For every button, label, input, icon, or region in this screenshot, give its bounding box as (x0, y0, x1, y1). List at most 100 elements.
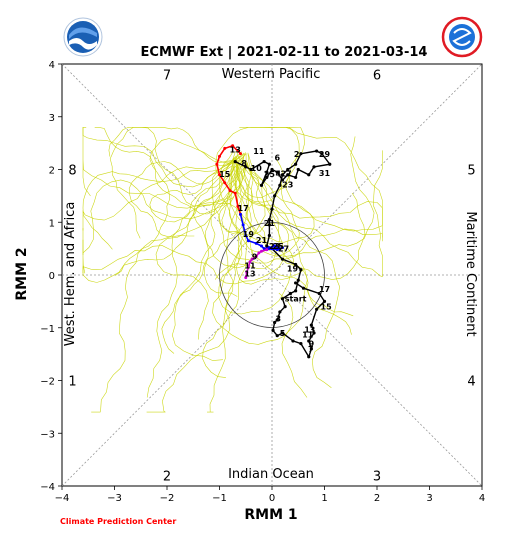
observed-day-label: 8 (241, 159, 247, 168)
ensemble-line (94, 127, 236, 215)
observed-day-label: 17 (319, 285, 330, 294)
observed-point (296, 278, 300, 282)
unit-circle (219, 222, 325, 328)
forecast-point (245, 270, 249, 274)
phase-number: 6 (373, 69, 381, 84)
ensemble-line (236, 160, 315, 243)
observed-point (270, 207, 274, 211)
x-tick-label: 2 (374, 493, 380, 504)
observed-point (244, 165, 248, 169)
forecast-point (215, 162, 219, 166)
x-tick-label: −4 (55, 493, 70, 504)
forecast-point (254, 241, 258, 245)
y-tick-label: −2 (40, 377, 55, 388)
observed-point (291, 339, 295, 343)
forecast-point (248, 260, 252, 264)
observed-point (296, 167, 300, 172)
forecast-point (223, 146, 227, 150)
ensemble-line (218, 154, 292, 315)
forecast-point (265, 248, 269, 252)
forecast-point (281, 246, 284, 250)
x-tick-label: 4 (479, 493, 485, 504)
observed-day-label: 3 (276, 314, 282, 323)
observed-day-label: 5 (280, 329, 286, 338)
forecast-point (241, 223, 245, 227)
y-tick-label: −1 (40, 324, 55, 335)
forecast-day-label: 21 (256, 236, 268, 245)
region-label-top: Western Pacific (222, 67, 321, 82)
forecast-point (228, 189, 232, 193)
observed-point (259, 183, 264, 187)
observed-point (294, 262, 298, 267)
observed-point (320, 152, 324, 156)
observed-day-label: start (285, 295, 307, 304)
phase-number: 2 (163, 469, 171, 484)
observed-point (299, 341, 303, 346)
forecast-mean-trajectory (215, 144, 284, 280)
ensemble-line (212, 162, 294, 345)
ensemble-line (247, 153, 383, 238)
observed-point (307, 173, 311, 177)
forecast-day-label: 11 (253, 147, 265, 156)
observed-point (233, 159, 237, 164)
observed-point (273, 320, 277, 325)
forecast-day-label: 11 (244, 262, 256, 271)
observed-point (286, 173, 290, 177)
ensemble-line (247, 150, 383, 278)
observed-day-label: 9 (309, 340, 315, 349)
forecast-point (250, 257, 254, 261)
phase-number: 7 (163, 69, 171, 84)
observed-point (307, 355, 311, 359)
observed-point (299, 268, 303, 272)
forecast-point (246, 239, 250, 243)
y-tick-label: 3 (49, 113, 55, 124)
observed-day-label: 31 (319, 169, 331, 178)
observed-point (294, 162, 298, 166)
ensemble-line (231, 151, 308, 398)
forecast-point (260, 244, 263, 248)
y-tick-label: −4 (40, 482, 55, 493)
region-label-left: West. Hem. and Africa (63, 202, 78, 347)
observed-point (280, 173, 285, 177)
ensemble-line (211, 151, 383, 264)
observed-point (294, 281, 298, 285)
observed-point (270, 167, 274, 172)
observed-day-label: 23 (282, 180, 293, 189)
observed-point (299, 152, 303, 156)
observed-point (307, 339, 311, 343)
observed-point (288, 291, 292, 296)
ensemble-line (82, 151, 239, 255)
phase-number: 5 (467, 164, 475, 179)
observed-day-label: 4 (276, 170, 282, 179)
observed-point (265, 175, 269, 180)
forecast-point (236, 204, 240, 208)
observed-point (278, 310, 282, 314)
forecast-day-label: 19 (243, 230, 255, 239)
observed-point (294, 289, 298, 293)
forecast-day-label: 15 (219, 170, 231, 179)
ensemble-line (230, 161, 366, 280)
forecast-day-label: 23 (269, 242, 280, 251)
observed-day-label: 15 (321, 303, 333, 312)
forecast-point (218, 173, 221, 177)
ensemble-line (82, 157, 244, 231)
observed-point (312, 331, 316, 335)
observed-point (280, 297, 285, 301)
observed-point (280, 331, 285, 335)
observed-point (322, 299, 327, 303)
region-label-right: Maritime Continent (463, 211, 478, 336)
observed-point (267, 218, 271, 222)
observed-point (249, 167, 253, 172)
observed-point (315, 307, 319, 311)
observed-day-label: 6 (274, 153, 280, 162)
observed-day-label: 2 (294, 150, 300, 159)
observed-point (301, 286, 306, 290)
ensemble-line (82, 127, 247, 209)
observed-point (271, 328, 275, 332)
y-tick-label: 1 (49, 218, 55, 229)
ensemble-line (146, 152, 253, 413)
observed-point (280, 178, 285, 182)
y-tick-label: −3 (40, 429, 55, 440)
